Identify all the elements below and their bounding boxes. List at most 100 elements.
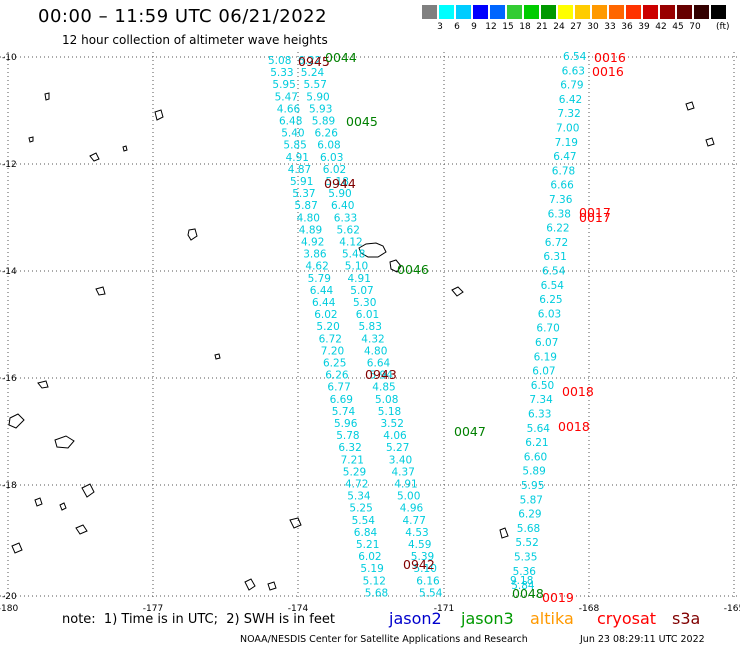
wave-height-value: 4.62	[305, 261, 328, 273]
wave-height-value: 5.21	[356, 539, 379, 551]
color-scale-tick: 24	[553, 22, 565, 32]
wave-height-value: 5.90	[328, 188, 351, 200]
wave-height-value: 6.21	[525, 437, 548, 449]
wave-height-value: 6.70	[536, 323, 559, 335]
wave-height-value: 5.68	[517, 523, 540, 535]
longitude-label: -180	[0, 604, 18, 614]
wave-height-value: 5.89	[522, 466, 545, 478]
wave-height-value: 6.02	[314, 309, 337, 321]
wave-height-value: 6.54	[563, 51, 587, 63]
wave-height-value: 5.34	[347, 491, 371, 503]
wave-height-value: 5.27	[386, 442, 409, 454]
pass-time-label: 0019	[542, 590, 574, 605]
wave-height-value: 5.79	[308, 273, 331, 285]
wave-height-value: 5.54	[352, 515, 376, 527]
wave-height-value: 5.85	[283, 140, 306, 152]
wave-height-value: 6.64	[367, 358, 391, 370]
color-scale-tick: 45	[672, 22, 684, 32]
wave-height-value: 7.34	[529, 394, 553, 406]
wave-height-value: 5.87	[294, 200, 317, 212]
wave-height-value: 6.47	[553, 151, 576, 163]
pass-time-label: 0945	[298, 54, 330, 69]
wave-height-value: 7.21	[341, 454, 364, 466]
longitude-label: -168	[579, 604, 600, 614]
wave-height-value: 4.37	[392, 466, 415, 478]
wave-height-value: 6.42	[559, 94, 582, 106]
wave-height-value: 5.12	[363, 575, 386, 587]
wave-height-value: 6.54	[542, 266, 566, 278]
wave-height-value: 5.08	[268, 55, 291, 67]
color-swatch	[422, 5, 438, 19]
wave-height-value: 5.54	[419, 587, 443, 599]
color-swatch	[524, 5, 540, 19]
wave-height-value: 6.77	[327, 382, 350, 394]
wave-height-tracks: 5.08 6.22 5.33 5.24 5.95 5.57 5.47 5.90 4.66 5.93…	[268, 51, 587, 599]
island-tokelau	[154, 109, 164, 121]
latitude-label: -12	[2, 160, 17, 170]
wave-height-value: 6.78	[552, 165, 575, 177]
wave-height-value: 5.29	[343, 466, 366, 478]
island-u	[705, 137, 715, 147]
color-swatch	[473, 5, 489, 19]
wave-height-value: 4.80	[364, 345, 387, 357]
island-f	[8, 413, 25, 429]
wave-height-value: 5.20	[316, 321, 339, 333]
wave-height-value: 6.25	[323, 358, 346, 370]
wave-height-value: 5.83	[359, 321, 382, 333]
color-scale-tick: 18	[519, 22, 531, 32]
footer-timestamp: Jun 23 08:29:11 UTC 2022	[580, 634, 705, 645]
wave-height-value: 6.22	[298, 55, 321, 67]
wave-height-value: 5.52	[515, 537, 538, 549]
island-r	[122, 145, 128, 152]
wave-height-value: 7.19	[555, 137, 578, 149]
wave-height-value: 6.29	[518, 509, 541, 521]
wave-height-value: 5.47	[275, 91, 298, 103]
wave-height-value: 5.08	[375, 394, 398, 406]
wave-height-value: 5.95	[272, 79, 295, 91]
latitude-label: -10	[2, 53, 17, 63]
wave-height-value: 7.00	[556, 123, 579, 135]
island-p	[59, 502, 67, 511]
wave-height-value: 5.68	[365, 587, 388, 599]
wave-height-value: 4.89	[299, 224, 322, 236]
color-swatch	[609, 5, 625, 19]
color-swatch	[677, 5, 693, 19]
wave-height-value: 5.64	[527, 423, 551, 435]
wave-height-value: 6.32	[338, 442, 361, 454]
wave-height-value: 4.72	[345, 479, 368, 491]
color-swatch	[507, 5, 523, 19]
wave-height-value: 3.40	[389, 454, 412, 466]
color-swatch	[439, 5, 455, 19]
wave-height-value: 4.92	[301, 237, 324, 249]
wave-height-value: 5.40	[281, 128, 304, 140]
wave-height-value: 5.90	[306, 91, 329, 103]
wave-height-value: 6.79	[560, 80, 583, 92]
wave-height-value: 6.69	[330, 394, 353, 406]
legend-jason2: jason2	[389, 609, 442, 628]
wave-height-value: 4.87	[288, 164, 311, 176]
wave-height-value: 6.40	[331, 200, 354, 212]
wave-height-value: 5.84	[511, 580, 535, 592]
wave-height-value: 6.72	[319, 333, 342, 345]
island-d	[451, 286, 464, 297]
wave-height-value: 3.86	[303, 249, 327, 261]
wave-height-value: 4.12	[339, 237, 362, 249]
pass-time-label: 0017	[579, 210, 611, 225]
color-scale-unit: (ft)	[716, 22, 730, 32]
wave-height-value: 6.25	[539, 294, 562, 306]
color-swatch	[626, 5, 642, 19]
color-swatch	[660, 5, 676, 19]
pass-time-label: 0048	[512, 586, 544, 601]
page-title: 00:00 – 11:59 UTC 06/21/2022	[38, 6, 328, 27]
wave-height-value: 6.44	[310, 285, 334, 297]
wave-height-value: 6.01	[356, 309, 379, 321]
wave-height-value: 6.33	[334, 212, 357, 224]
wave-height-value: 5.87	[520, 494, 543, 506]
wave-height-value: 5.18	[378, 406, 401, 418]
island-i	[289, 517, 302, 529]
island-o	[34, 497, 43, 507]
wave-height-value: 5.30	[353, 297, 376, 309]
footer-credit: NOAA/NESDIS Center for Satellite Applica…	[240, 634, 528, 645]
wave-height-value: 5.78	[336, 430, 359, 442]
